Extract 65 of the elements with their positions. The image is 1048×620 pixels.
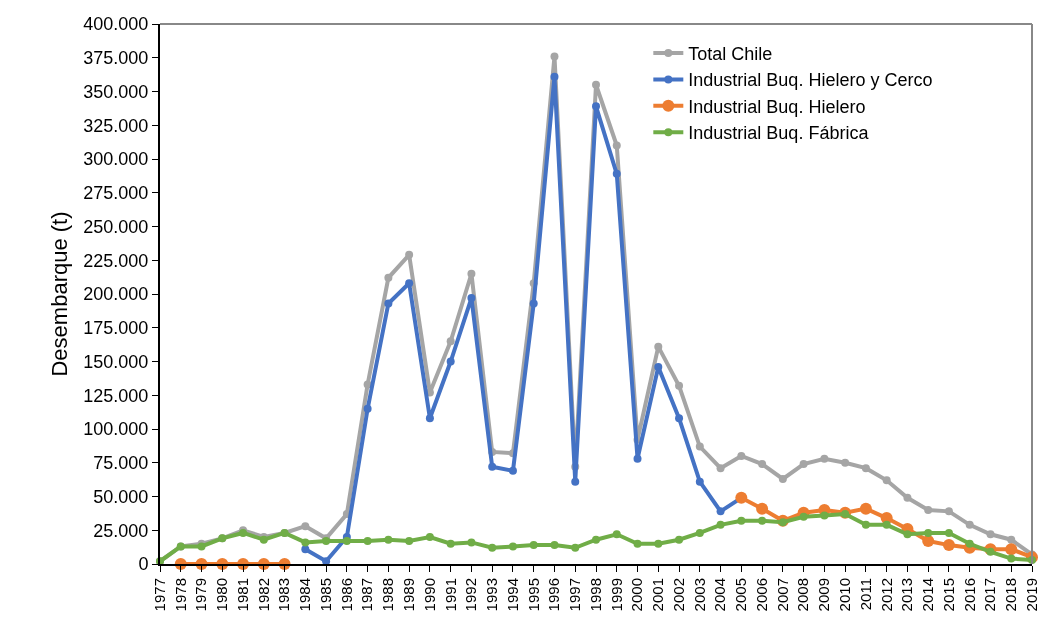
- x-tick-label: 1987: [358, 578, 376, 612]
- y-tick-label: 325.000: [83, 115, 149, 136]
- y-tick-label: 50.000: [93, 486, 149, 507]
- x-tick-label: 2016: [960, 578, 978, 612]
- x-tick-label: 2005: [732, 578, 750, 612]
- y-tick-label: 250.000: [83, 216, 149, 237]
- x-tick-label: 1999: [607, 578, 625, 612]
- x-tick-label: 1983: [275, 578, 293, 612]
- x-tick-label: 2007: [773, 578, 791, 612]
- y-tick-label: 75.000: [93, 453, 149, 474]
- x-tick-label: 1993: [483, 578, 501, 612]
- legend-label: Total Chile: [688, 44, 773, 65]
- x-tick-label: 1985: [316, 578, 334, 612]
- x-tick-label: 2006: [752, 578, 770, 612]
- x-tick-label: 2001: [649, 578, 667, 612]
- x-tick-label: 2012: [877, 578, 895, 612]
- legend-label: Industrial Buq. Hielero: [688, 96, 866, 117]
- y-tick-label: 400.000: [83, 14, 149, 35]
- x-tick-label: 1982: [254, 578, 272, 612]
- x-tick-label: 1992: [462, 578, 480, 612]
- y-tick-label: 225.000: [83, 250, 149, 271]
- y-tick-label: 0: [138, 554, 149, 575]
- legend-label: Industrial Buq. Hielero y Cerco: [688, 70, 933, 91]
- x-tick-label: 2019: [1022, 578, 1040, 612]
- x-tick-label: 1984: [296, 578, 314, 612]
- y-tick-label: 200.000: [83, 284, 149, 305]
- x-tick-label: 1978: [171, 578, 189, 612]
- y-tick-label: 275.000: [83, 183, 149, 204]
- x-tick-label: 1991: [441, 578, 459, 612]
- x-tick-label: 1981: [233, 578, 251, 612]
- x-tick-label: 2010: [836, 578, 854, 612]
- x-tick-label: 1995: [524, 578, 542, 612]
- x-tick-label: 1986: [337, 578, 355, 612]
- legend-label: Industrial Buq. Fábrica: [688, 123, 870, 144]
- x-tick-label: 1989: [400, 578, 418, 612]
- x-tick-label: 1980: [213, 578, 231, 612]
- y-tick-label: 100.000: [83, 419, 149, 440]
- x-tick-label: 2014: [919, 578, 937, 612]
- x-tick-label: 2008: [794, 578, 812, 612]
- x-tick-label: 2004: [711, 578, 729, 612]
- y-tick-label: 375.000: [83, 48, 149, 69]
- x-tick-label: 2018: [1002, 578, 1020, 612]
- x-tick-label: 1979: [192, 578, 210, 612]
- x-tick-label: 1996: [545, 578, 563, 612]
- x-tick-label: 2015: [939, 578, 957, 612]
- x-tick-label: 2011: [856, 578, 874, 611]
- x-tick-label: 1998: [586, 578, 604, 612]
- x-tick-label: 1994: [503, 578, 521, 612]
- y-tick-label: 350.000: [83, 81, 149, 102]
- x-tick-label: 1977: [150, 578, 168, 612]
- y-tick-label: 300.000: [83, 149, 149, 170]
- y-axis-title: Desembarque (t): [46, 211, 72, 377]
- x-tick-label: 2002: [669, 578, 687, 612]
- x-tick-label: 1997: [566, 578, 584, 612]
- x-tick-label: 2013: [898, 578, 916, 612]
- y-tick-label: 25.000: [93, 520, 149, 541]
- x-tick-label: 2017: [981, 578, 999, 612]
- y-tick-label: 175.000: [83, 318, 149, 339]
- x-tick-label: 1988: [379, 578, 397, 612]
- x-tick-label: 2009: [815, 578, 833, 612]
- y-tick-label: 125.000: [83, 385, 149, 406]
- x-tick-label: 2000: [628, 578, 646, 612]
- x-tick-label: 1990: [420, 578, 438, 612]
- y-tick-label: 150.000: [83, 351, 149, 372]
- x-tick-label: 2003: [690, 578, 708, 612]
